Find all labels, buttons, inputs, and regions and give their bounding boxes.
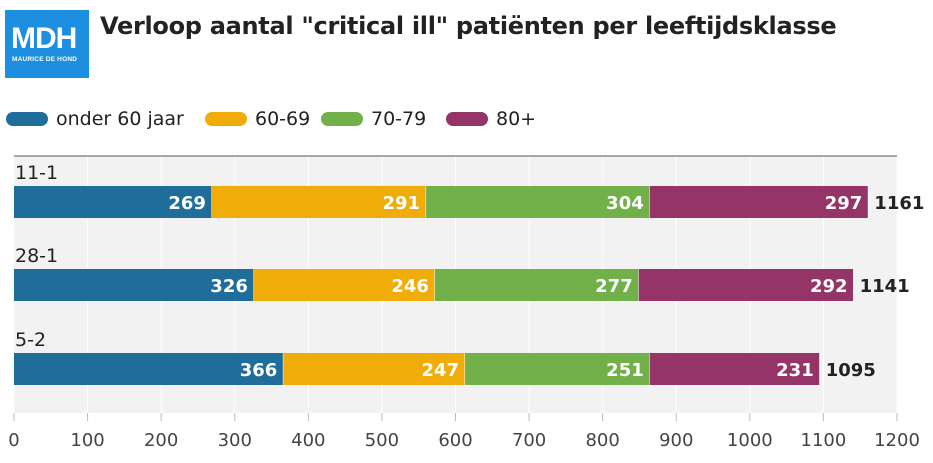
bar-value-label: 277 (595, 276, 633, 297)
x-tick-label: 1000 (727, 430, 773, 451)
bar-segment (14, 269, 254, 301)
x-tick-label: 600 (438, 430, 472, 451)
legend-label: 70-79 (371, 108, 427, 130)
bar-segment (434, 269, 639, 301)
x-tick-label: 1100 (801, 430, 847, 451)
legend-swatch (321, 112, 363, 126)
bar-segment (14, 353, 284, 385)
bar-segment (465, 353, 650, 385)
category-label: 28-1 (15, 245, 58, 267)
bar-value-label: 246 (391, 276, 429, 297)
bar-segment (649, 186, 869, 218)
bar-value-label: 269 (168, 193, 206, 214)
legend-swatch (205, 112, 247, 126)
x-tick-label: 500 (365, 430, 399, 451)
legend-label: onder 60 jaar (56, 108, 184, 130)
bar-segment (649, 353, 820, 385)
bar-segment (283, 353, 466, 385)
bar-value-label: 292 (810, 276, 848, 297)
bar-value-label: 304 (606, 193, 644, 214)
bar-value-label: 247 (421, 360, 459, 381)
legend-label: 80+ (496, 108, 537, 130)
legend-swatch (6, 112, 48, 126)
category-label: 11-1 (15, 162, 58, 184)
bar-segment (253, 269, 435, 301)
bar-segment (426, 186, 650, 218)
x-tick-label: 800 (585, 430, 619, 451)
x-tick-label: 100 (70, 430, 104, 451)
bar-value-label: 297 (825, 193, 863, 214)
bar-total-label: 1095 (826, 360, 876, 381)
legend-swatch (446, 112, 488, 126)
bar-value-label: 326 (210, 276, 248, 297)
x-tick-label: 1200 (874, 430, 920, 451)
bar-value-label: 231 (776, 360, 814, 381)
legend-label: 60-69 (255, 108, 311, 130)
x-tick-label: 0 (8, 430, 19, 451)
bar-value-label: 251 (606, 360, 644, 381)
mdh-logo: MDH MAURICE DE HOND (5, 10, 89, 78)
x-tick-label: 900 (659, 430, 693, 451)
bar-value-label: 366 (240, 360, 278, 381)
chart-title: Verloop aantal "critical ill" patiënten … (100, 12, 837, 40)
logo-text: MDH (11, 22, 77, 55)
bar-segment (638, 269, 854, 301)
bar-total-label: 1161 (874, 193, 924, 214)
x-tick-label: 700 (512, 430, 546, 451)
x-tick-label: 300 (218, 430, 252, 451)
bar-segment (14, 186, 212, 218)
x-tick-label: 200 (144, 430, 178, 451)
logo-subtext: MAURICE DE HOND (12, 56, 78, 63)
bar-value-label: 291 (382, 193, 420, 214)
x-tick-label: 400 (291, 430, 325, 451)
category-label: 5-2 (15, 329, 46, 351)
bar-total-label: 1141 (860, 276, 910, 297)
bar-segment (211, 186, 427, 218)
